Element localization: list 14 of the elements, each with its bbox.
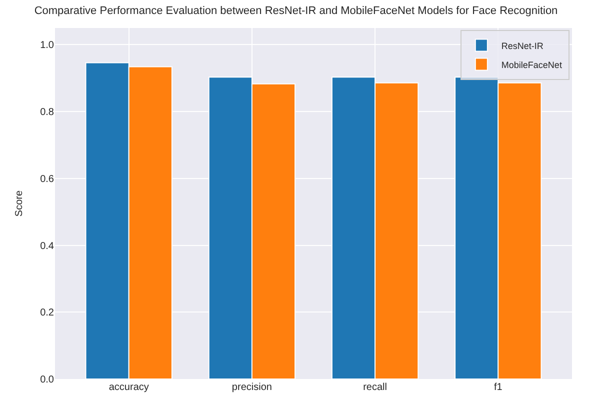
y-axis-title: Score — [14, 190, 26, 217]
chart-title: Comparative Performance Evaluation between ResNet-IR and MobileFaceNet Models for Face Recognition — [34, 4, 558, 17]
y-tick-label: 0.6 — [40, 174, 54, 185]
x-tick-label: precision — [232, 382, 272, 393]
legend-label: MobileFaceNet — [501, 60, 562, 70]
x-tick-label: accuracy — [108, 382, 149, 393]
x-tick-label: recall — [363, 382, 388, 393]
y-tick-label: 0.2 — [40, 308, 54, 319]
y-tick-label: 0.0 — [40, 374, 54, 386]
legend-label: ResNet-IR — [501, 40, 544, 51]
x-tick-label: f1 — [494, 382, 503, 393]
y-tick-label: 0.4 — [40, 240, 54, 252]
y-tick-label: 0.8 — [40, 107, 54, 118]
y-tick-label: 1.0 — [40, 40, 54, 52]
